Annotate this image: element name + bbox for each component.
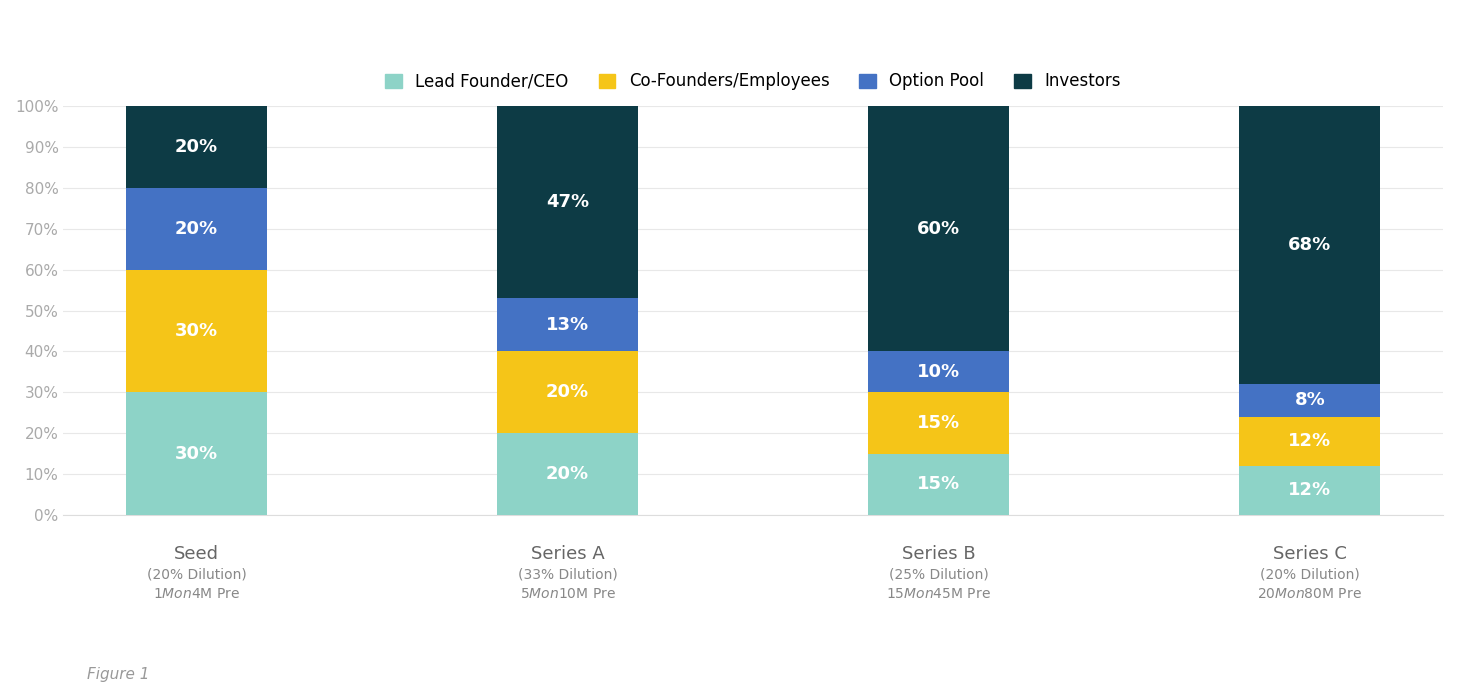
Bar — [125, 106, 267, 188]
Text: Seed: Seed — [174, 545, 219, 564]
Text: 47%: 47% — [547, 193, 589, 211]
Bar — [868, 454, 1009, 514]
Bar — [125, 188, 267, 270]
Text: 20%: 20% — [547, 383, 589, 401]
Text: 20%: 20% — [175, 220, 219, 238]
Text: 13%: 13% — [547, 316, 589, 334]
Text: $5M on $10M Pre: $5M on $10M Pre — [519, 587, 615, 601]
Bar — [1239, 106, 1381, 384]
Bar — [497, 433, 639, 514]
Text: 20%: 20% — [175, 138, 219, 156]
Text: 15%: 15% — [917, 475, 961, 493]
Text: 30%: 30% — [175, 322, 219, 340]
Text: 12%: 12% — [1289, 433, 1331, 450]
Text: $1M on $4M Pre: $1M on $4M Pre — [153, 587, 241, 601]
Bar — [497, 298, 639, 351]
Text: 20%: 20% — [547, 465, 589, 483]
Text: (20% Dilution): (20% Dilution) — [1260, 568, 1360, 582]
Text: 15%: 15% — [917, 414, 961, 432]
Text: 12%: 12% — [1289, 482, 1331, 499]
Text: 10%: 10% — [917, 363, 961, 381]
Legend: Lead Founder/CEO, Co-Founders/Employees, Option Pool, Investors: Lead Founder/CEO, Co-Founders/Employees,… — [379, 66, 1127, 97]
Bar — [868, 106, 1009, 351]
Bar — [868, 351, 1009, 392]
Text: Series B: Series B — [903, 545, 975, 564]
Text: Series C: Series C — [1273, 545, 1347, 564]
Bar — [1239, 384, 1381, 416]
Text: Figure 1: Figure 1 — [87, 667, 150, 682]
Bar — [868, 392, 1009, 454]
Text: 8%: 8% — [1295, 391, 1325, 409]
Bar — [1239, 466, 1381, 514]
Bar — [1239, 416, 1381, 466]
Text: 60%: 60% — [917, 220, 961, 238]
Bar — [497, 106, 639, 298]
Text: 30%: 30% — [175, 444, 219, 463]
Bar — [125, 392, 267, 514]
Text: $20M on $80M Pre: $20M on $80M Pre — [1257, 587, 1362, 601]
Text: 68%: 68% — [1289, 236, 1331, 254]
Bar — [497, 351, 639, 433]
Text: (25% Dilution): (25% Dilution) — [889, 568, 989, 582]
Bar — [125, 270, 267, 392]
Text: (33% Dilution): (33% Dilution) — [518, 568, 618, 582]
Text: Series A: Series A — [531, 545, 605, 564]
Text: (20% Dilution): (20% Dilution) — [147, 568, 246, 582]
Text: $15M on $45M Pre: $15M on $45M Pre — [886, 587, 991, 601]
